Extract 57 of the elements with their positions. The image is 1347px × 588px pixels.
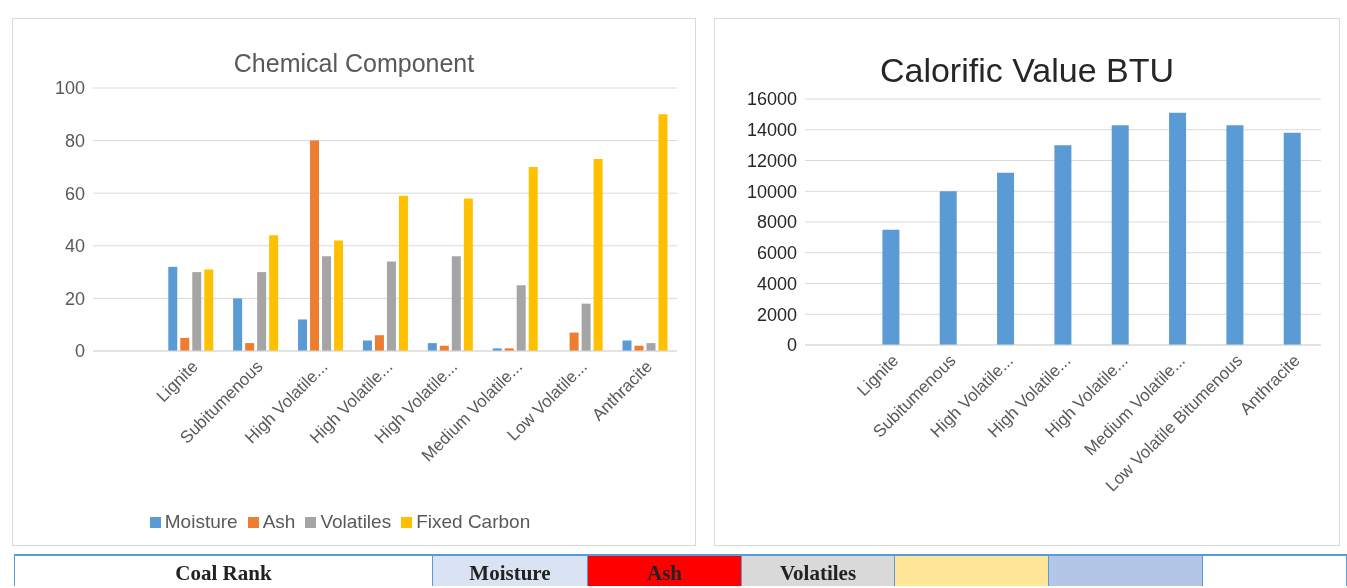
bar	[168, 266, 178, 351]
y-tick-label: 10000	[746, 181, 797, 202]
y-tick-label: 0	[786, 335, 797, 356]
category-label: Coal Rank	[15, 556, 433, 586]
y-tick-label: 2000	[756, 304, 797, 325]
category-label: Ash	[588, 556, 742, 586]
bar	[997, 172, 1015, 345]
bar	[269, 235, 279, 351]
bar	[1054, 145, 1072, 345]
y-tick-label: 12000	[746, 150, 797, 171]
legend-label: Fixed Carbon	[416, 511, 531, 532]
y-tick-label: 0	[74, 341, 85, 362]
y-tick-label: 14000	[746, 120, 797, 141]
bar	[322, 256, 332, 351]
bar	[622, 340, 632, 351]
bar	[233, 298, 243, 351]
legend-label: Ash	[262, 511, 296, 532]
bar	[1169, 112, 1187, 345]
bar	[939, 191, 957, 345]
y-tick-label: 100	[54, 78, 85, 99]
chart-title: Calorific Value BTU	[878, 51, 1176, 91]
bar	[593, 159, 603, 351]
bar	[334, 240, 344, 351]
bar	[362, 340, 372, 351]
bar	[569, 332, 579, 351]
bar	[882, 229, 900, 345]
y-tick-label: 80	[64, 130, 85, 151]
bar	[374, 335, 384, 351]
bar	[204, 269, 214, 351]
y-tick-label: 4000	[756, 273, 797, 294]
bar	[1111, 125, 1129, 345]
bar	[257, 272, 267, 351]
y-tick-label: 60	[64, 183, 85, 204]
bar	[451, 256, 461, 351]
y-tick-label: 6000	[756, 243, 797, 264]
category-label: Moisture	[433, 556, 588, 586]
y-tick-label: 20	[64, 288, 85, 309]
bar	[581, 303, 591, 351]
bar	[180, 337, 190, 351]
bar	[192, 272, 202, 351]
legend-label: Moisture	[164, 511, 238, 532]
bar	[398, 195, 408, 351]
bar	[310, 140, 320, 351]
bar	[298, 319, 308, 351]
bar	[1283, 132, 1301, 345]
y-tick-label: 16000	[746, 89, 797, 110]
bar	[658, 114, 668, 351]
bar	[528, 166, 538, 351]
bar	[516, 285, 526, 351]
bar	[386, 261, 396, 351]
y-tick-label: 40	[64, 236, 85, 257]
bar	[1226, 125, 1244, 345]
y-tick-label: 8000	[756, 212, 797, 233]
bar	[463, 198, 473, 351]
category-label: Volatiles	[742, 556, 895, 586]
chart-title: Chemical Component	[232, 49, 476, 79]
legend-label: Volatiles	[320, 511, 392, 532]
